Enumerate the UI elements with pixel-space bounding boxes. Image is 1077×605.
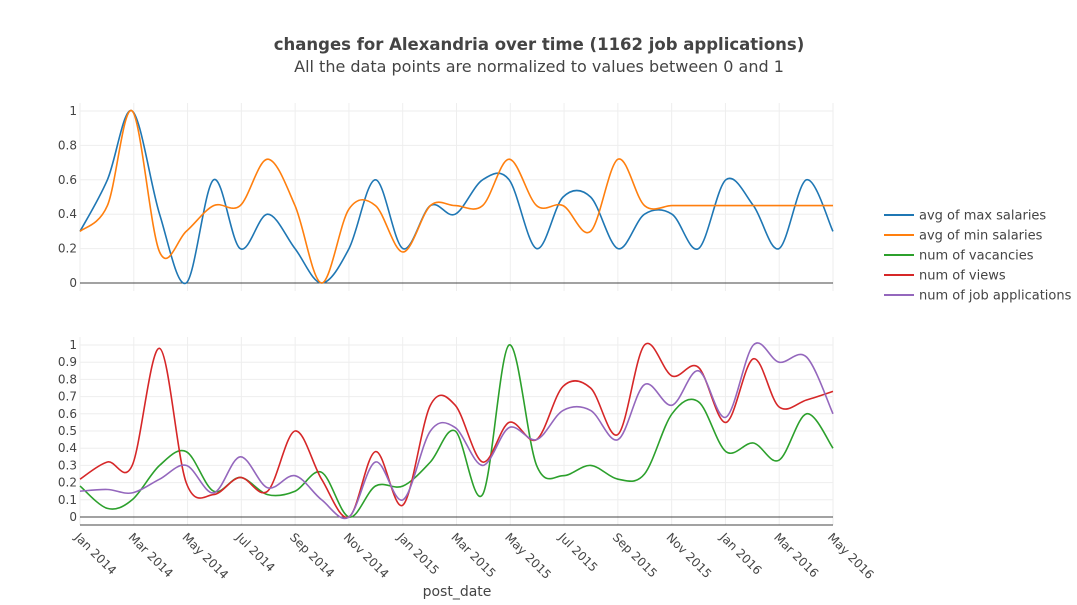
y-tick-label: 0.4 [58, 207, 77, 221]
x-tick-label: Jan 2015 [394, 530, 442, 578]
y-tick-label: 0 [69, 510, 77, 524]
y-tick-label: 0.6 [58, 173, 77, 187]
x-tick-label: Jul 2015 [555, 530, 600, 575]
x-tick-label: Jan 2014 [71, 530, 119, 578]
x-axis-title: post_date [423, 584, 492, 600]
x-tick-label: May 2014 [179, 530, 231, 582]
x-tick-label: Jul 2014 [233, 530, 278, 575]
chart-title: changes for Alexandria over time (1162 j… [274, 35, 805, 54]
legend-label: avg of min salaries [919, 229, 1043, 244]
series-line-avg-of-max-salaries[interactable] [79, 110, 834, 285]
x-tick-label: Nov 2015 [664, 530, 715, 581]
legend-item[interactable]: num of views [884, 269, 1006, 284]
y-tick-label: 0.3 [58, 458, 77, 472]
x-tick-label: Nov 2014 [341, 530, 392, 581]
legend-label: num of views [919, 269, 1006, 284]
legend-label: num of vacancies [919, 249, 1034, 264]
y-tick-label: 1 [69, 104, 77, 118]
y-tick-label: 0.2 [58, 476, 77, 490]
x-tick-label: Mar 2014 [126, 530, 176, 580]
x-tick-label: Mar 2016 [771, 530, 821, 580]
x-tick-label: Mar 2015 [448, 530, 498, 580]
legend-label: avg of max salaries [919, 209, 1046, 224]
y-tick-label: 0.1 [58, 493, 77, 507]
legend-label: num of job applications [919, 289, 1072, 304]
top-panel: 0 0.2 0.4 0.6 0.8 1 [58, 103, 834, 291]
y-tick-label: 0.2 [58, 242, 77, 256]
y-tick-label: 0.4 [58, 441, 77, 455]
legend-item[interactable]: num of vacancies [884, 249, 1034, 264]
series-line-avg-of-min-salaries[interactable] [79, 110, 833, 284]
legend-item[interactable]: avg of min salaries [884, 229, 1043, 244]
x-tick-label: Jan 2016 [717, 530, 765, 578]
y-tick-label: 0 [69, 276, 77, 290]
legend-item[interactable]: num of job applications [884, 289, 1072, 304]
series-line-num-of-vacancies[interactable] [79, 344, 834, 518]
x-tick-label: May 2015 [502, 530, 554, 582]
x-tick-label: Sep 2014 [287, 530, 337, 580]
x-tick-label: Sep 2015 [610, 530, 660, 580]
y-tick-label: 1 [69, 338, 77, 352]
legend[interactable]: avg of max salaries avg of min salaries nu… [884, 209, 1072, 304]
x-axis-ticks: Jan 2014 Mar 2014 May 2014 Jul 2014 Sep 2014… [71, 530, 876, 582]
y-tick-label: 0.5 [58, 424, 77, 438]
legend-item[interactable]: avg of max salaries [884, 209, 1046, 224]
x-tick-label: May 2016 [825, 530, 877, 582]
series-line-num-of-job-applications[interactable] [79, 342, 834, 520]
y-tick-label: 0.8 [58, 372, 77, 386]
bottom-panel: 0 0.1 0.2 0.3 0.4 0.5 0.6 0.7 0.8 0.9 1 [58, 337, 834, 526]
y-tick-label: 0.8 [58, 138, 77, 152]
chart-subtitle: All the data points are normalized to va… [294, 57, 784, 76]
y-tick-label: 0.6 [58, 407, 77, 421]
y-tick-label: 0.9 [58, 355, 77, 369]
y-tick-label: 0.7 [58, 390, 77, 404]
